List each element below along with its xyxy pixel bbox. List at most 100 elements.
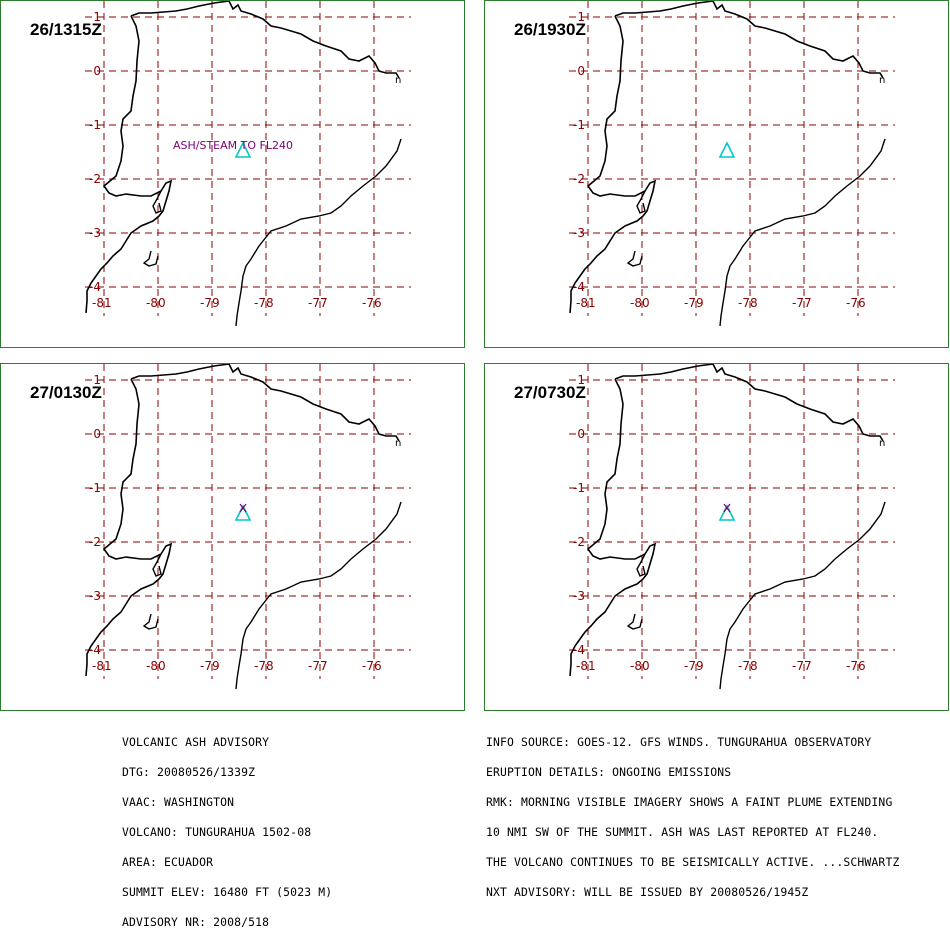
panel-time-title: 27/0130Z: [30, 383, 102, 402]
latitude-tick-label: 1: [577, 10, 585, 24]
panel-time-title: 26/1930Z: [514, 20, 586, 39]
coastline-west: [569, 378, 657, 677]
latitude-tick-label: -1: [89, 118, 101, 132]
map-svg: n 1 0 -1 -2 -3 -4 -81 -80 -79 -78 -77 -76 26/1930Z: [514, 1, 895, 327]
longitude-tick-label: -79: [200, 296, 220, 310]
longitude-tick-label: -78: [254, 659, 274, 673]
latitude-tick-label: -1: [573, 481, 585, 495]
latitude-tick-label: -3: [89, 589, 101, 603]
coastline: [614, 1, 884, 79]
longitude-tick-label: -77: [792, 659, 812, 673]
latitude-tick-label: -4: [573, 643, 585, 657]
latitude-tick-label: -3: [89, 226, 101, 240]
map-edge-mark: n: [879, 438, 885, 449]
latitude-tick-label: -4: [89, 280, 101, 294]
longitude-tick-label: -81: [576, 296, 596, 310]
advisory-line: INFO SOURCE: GOES-12. GFS WINDS. TUNGURA…: [486, 735, 872, 749]
advisory-line: RMK: MORNING VISIBLE IMAGERY SHOWS A FAI…: [486, 795, 893, 809]
latitude-tick-label: 0: [577, 427, 585, 441]
advisory-line: AREA: ECUADOR: [122, 855, 214, 869]
volcano-icon: [718, 141, 736, 158]
gulf-island: [152, 190, 162, 214]
map-svg: n 1 0 -1 -2 -3 -4 -81 -80 -79 -78 -77 -76 26/1315Z ASH…: [30, 1, 411, 327]
longitude-tick-label: -80: [630, 296, 650, 310]
coastline: [130, 1, 400, 79]
latitude-tick-label: 0: [577, 64, 585, 78]
map-edge-mark: n: [879, 75, 885, 86]
ash-plume-label: ASH/STEAM TO FL240: [173, 139, 293, 152]
latitude-tick-label: -1: [573, 118, 585, 132]
map-svg: n 1 0 -1 -2 -3 -4 -81 -80 -79 -78 -77 -76 27/0130Z: [30, 364, 411, 690]
longitude-tick-label: -80: [146, 296, 166, 310]
advisory-line: NXT ADVISORY: WILL BE ISSUED BY 20080526…: [486, 885, 809, 899]
coastline-west: [569, 15, 657, 314]
panel-time-title: 26/1315Z: [30, 20, 102, 39]
latitude-tick-label: -2: [573, 172, 585, 186]
coastline-west: [85, 378, 173, 677]
advisory-line: VOLCANO: TUNGURAHUA 1502-08: [122, 825, 312, 839]
advisory-line: 10 NMI SW OF THE SUMMIT. ASH WAS LAST RE…: [486, 825, 879, 839]
coastline-west: [85, 15, 173, 314]
volcano-icon: [718, 504, 736, 521]
longitude-tick-label: -76: [362, 296, 382, 310]
longitude-tick-label: -81: [92, 296, 112, 310]
map-edge-mark: n: [395, 438, 401, 449]
longitude-tick-label: -79: [200, 659, 220, 673]
national-boundary: [719, 138, 886, 327]
latitude-tick-label: 1: [577, 373, 585, 387]
national-boundary: [235, 501, 402, 690]
coast-inlet: [626, 250, 643, 267]
longitude-tick-label: -78: [254, 296, 274, 310]
national-boundary: [235, 138, 402, 327]
advisory-left-text: VOLCANIC ASH ADVISORY DTG: 20080526/1339…: [122, 717, 332, 937]
longitude-tick-label: -77: [308, 296, 328, 310]
latitude-tick-label: -2: [89, 172, 101, 186]
coastline: [614, 364, 884, 442]
plume-marker-icon: [239, 503, 247, 513]
coastline: [130, 364, 400, 442]
longitude-tick-label: -80: [146, 659, 166, 673]
latitude-tick-label: 0: [93, 64, 101, 78]
latitude-tick-label: 1: [93, 10, 101, 24]
longitude-tick-label: -81: [576, 659, 596, 673]
volcano-icon: [234, 504, 252, 521]
advisory-line: ADVISORY NR: 2008/518: [122, 915, 270, 929]
advisory-line: THE VOLCANO CONTINUES TO BE SEISMICALLY …: [486, 855, 900, 869]
latitude-tick-label: -4: [573, 280, 585, 294]
map-panel-4: n 1 0 -1 -2 -3 -4 -81 -80 -79 -78 -77 -76 27/0730Z: [484, 363, 949, 711]
national-boundary: [719, 501, 886, 690]
panel-time-title: 27/0730Z: [514, 383, 586, 402]
coast-inlet: [142, 250, 159, 267]
map-edge-mark: n: [395, 75, 401, 86]
longitude-tick-label: -76: [362, 659, 382, 673]
map-panel-1: n 1 0 -1 -2 -3 -4 -81 -80 -79 -78 -77 -76 26/1315Z ASH…: [0, 0, 465, 348]
longitude-tick-label: -76: [846, 296, 866, 310]
gulf-island: [636, 553, 646, 577]
volcano-icon: [234, 141, 252, 158]
map-svg: n 1 0 -1 -2 -3 -4 -81 -80 -79 -78 -77 -76 27/0730Z: [514, 364, 895, 690]
latitude-tick-label: 1: [93, 373, 101, 387]
latitude-tick-label: -1: [89, 481, 101, 495]
advisory-line: VOLCANIC ASH ADVISORY: [122, 735, 270, 749]
longitude-tick-label: -77: [792, 296, 812, 310]
gulf-island: [636, 190, 646, 214]
map-panel-3: n 1 0 -1 -2 -3 -4 -81 -80 -79 -78 -77 -76 27/0130Z: [0, 363, 465, 711]
latitude-tick-label: -4: [89, 643, 101, 657]
advisory-line: DTG: 20080526/1339Z: [122, 765, 256, 779]
map-panel-2: n 1 0 -1 -2 -3 -4 -81 -80 -79 -78 -77 -76 26/1930Z: [484, 0, 949, 348]
latitude-tick-label: -2: [573, 535, 585, 549]
longitude-tick-label: -76: [846, 659, 866, 673]
latitude-tick-label: -3: [573, 226, 585, 240]
advisory-line: SUMMIT ELEV: 16480 FT (5023 M): [122, 885, 333, 899]
advisory-right-text: INFO SOURCE: GOES-12. GFS WINDS. TUNGURA…: [486, 717, 899, 907]
longitude-tick-label: -79: [684, 659, 704, 673]
longitude-tick-label: -77: [308, 659, 328, 673]
coast-inlet: [626, 613, 643, 630]
longitude-tick-label: -78: [738, 659, 758, 673]
latitude-tick-label: -3: [573, 589, 585, 603]
plume-marker-icon: [723, 503, 731, 513]
longitude-tick-label: -81: [92, 659, 112, 673]
latitude-tick-label: -2: [89, 535, 101, 549]
longitude-tick-label: -79: [684, 296, 704, 310]
gulf-island: [152, 553, 162, 577]
